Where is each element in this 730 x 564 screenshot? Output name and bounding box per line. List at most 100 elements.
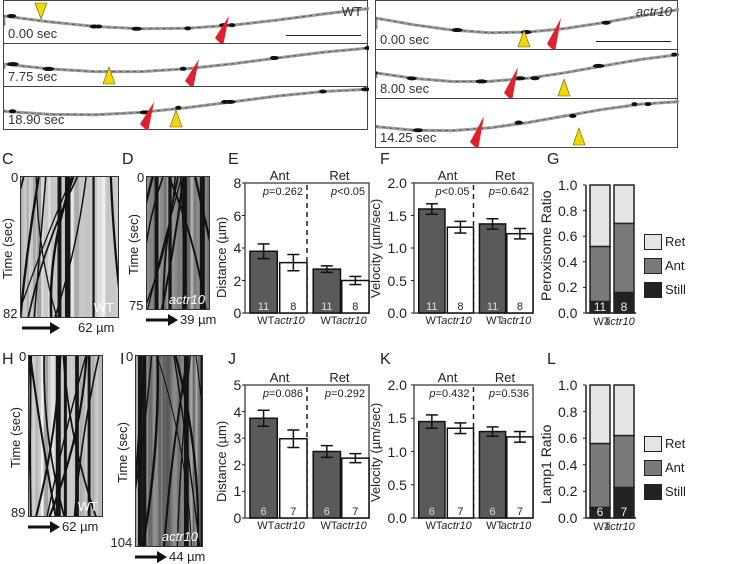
panel-b-frame: 8.00 sec: [375, 49, 679, 99]
legend-ant: Ant: [644, 459, 685, 476]
x-tick: WT: [425, 315, 443, 327]
bar: [312, 268, 342, 314]
bar: [446, 427, 475, 519]
yellow-arrowhead-icon: [102, 66, 116, 85]
y-tick: 2.0: [387, 175, 407, 191]
yellow-arrowhead-icon: [517, 29, 531, 48]
x-tick: actr10: [604, 316, 635, 328]
panel-b-frame: 0.00 sec actr10: [375, 0, 679, 50]
x-tick: WT: [320, 315, 338, 327]
svg-text:7: 7: [352, 506, 358, 518]
x-tick: WT: [257, 520, 275, 532]
p-value: p=0.432: [429, 388, 470, 400]
panel-d-genotype: actr10: [168, 292, 205, 307]
x-tick: WT: [593, 316, 611, 328]
bar: [478, 430, 507, 519]
panel-b-frame: 14.25 sec: [375, 98, 679, 148]
p-value: p=0.536: [488, 388, 529, 400]
svg-text:8: 8: [621, 300, 628, 314]
p-value: p<0.05: [435, 186, 470, 198]
bar: [312, 450, 342, 519]
svg-text:11: 11: [258, 301, 269, 313]
panel-h-y-start: 0: [19, 349, 27, 364]
y-tick: 0.8: [558, 202, 578, 219]
yellow-arrowhead-icon: [557, 78, 571, 97]
right-arrow-icon: [135, 550, 167, 563]
panel-k-chart: 6 7 6 7 0.0 0.5 1.0 1.5 2.0 Velocity (µm/sec) Ant R…: [368, 370, 534, 532]
stack-segment-ret: [613, 384, 635, 437]
group-label: Ant: [269, 168, 290, 183]
x-tick: actr10: [274, 315, 305, 327]
x-tick: actr10: [274, 520, 305, 532]
stack-segment-ret: [589, 184, 611, 248]
legend-swatch: [644, 459, 662, 476]
red-arrowhead-icon: [504, 67, 518, 99]
y-tick: 1: [233, 483, 242, 500]
svg-text:6: 6: [597, 505, 604, 519]
right-arrow-icon: [146, 313, 178, 326]
x-tick: actr10: [500, 315, 532, 327]
legend-swatch: [644, 281, 662, 298]
panel-j-y-axis-label: Distance (µm): [213, 420, 229, 502]
panel-d-scale: 39 µm: [146, 312, 216, 327]
x-tick: WT: [593, 521, 611, 533]
panel-h-y-axis-label: Time (sec): [8, 407, 23, 468]
svg-text:11: 11: [594, 300, 607, 314]
right-arrow-icon: [28, 520, 60, 533]
group-label: Ret: [329, 168, 350, 183]
panel-c-scale: 62 µm: [22, 320, 114, 335]
panel-label-j: J: [228, 351, 236, 368]
y-tick: 0.0: [558, 305, 578, 321]
y-tick: 0.0: [558, 510, 578, 526]
panel-i-y-start: 0: [126, 349, 134, 364]
right-arrow-icon: [22, 321, 60, 334]
x-tick: actr10: [336, 520, 367, 532]
bar: [418, 420, 446, 519]
panel-i-kymograph: actr10: [135, 355, 203, 547]
svg-text:6: 6: [261, 506, 267, 518]
panel-i-y-end: 104: [110, 535, 133, 550]
y-tick: 4: [233, 240, 242, 256]
panel-a-frame: 18.90 sec: [3, 86, 369, 130]
panel-label-e: E: [228, 151, 239, 168]
x-tick: actr10: [604, 521, 635, 533]
y-tick: 6: [233, 207, 242, 224]
svg-text:6: 6: [324, 506, 330, 518]
panel-label-i: I: [120, 351, 125, 368]
x-tick: actr10: [441, 520, 472, 532]
svg-text:8: 8: [290, 301, 296, 313]
panel-label-g: G: [547, 151, 560, 168]
panel-h-kymograph: WT: [28, 355, 103, 517]
y-tick: 0: [233, 305, 242, 321]
group-label: Ret: [494, 370, 516, 385]
y-tick: 1.0: [558, 177, 578, 193]
panel-i-scale: 44 µm: [135, 549, 205, 564]
panel-label-c: C: [2, 151, 14, 168]
svg-text:11: 11: [487, 301, 498, 313]
y-tick: 0.6: [558, 228, 578, 245]
scale-bar: [596, 40, 671, 42]
y-tick: 0.4: [558, 253, 578, 270]
group-label: Ant: [269, 370, 290, 385]
panel-d-y-start: 0: [137, 170, 145, 185]
yellow-arrowhead-icon: [34, 2, 48, 20]
x-tick: actr10: [500, 520, 532, 532]
svg-text:11: 11: [426, 301, 437, 313]
y-tick: 3: [233, 430, 242, 447]
legend-ret: Ret: [644, 435, 685, 452]
y-tick: 1.0: [387, 443, 407, 460]
bar: [249, 417, 278, 519]
y-tick: 0.2: [558, 483, 578, 500]
legend-still: Still: [644, 281, 686, 298]
legend-swatch: [644, 483, 662, 500]
panel-label-d: D: [122, 151, 134, 168]
y-tick: 0: [233, 510, 242, 526]
y-tick: 0.6: [558, 430, 578, 447]
stack-segment-ant: [613, 434, 635, 489]
svg-text:11: 11: [321, 301, 332, 313]
y-tick: 5: [233, 377, 242, 393]
panel-h-y-end: 89: [11, 505, 26, 520]
stack-segment-ret: [589, 384, 611, 445]
x-tick: WT: [486, 315, 504, 327]
svg-text:8: 8: [352, 301, 358, 313]
